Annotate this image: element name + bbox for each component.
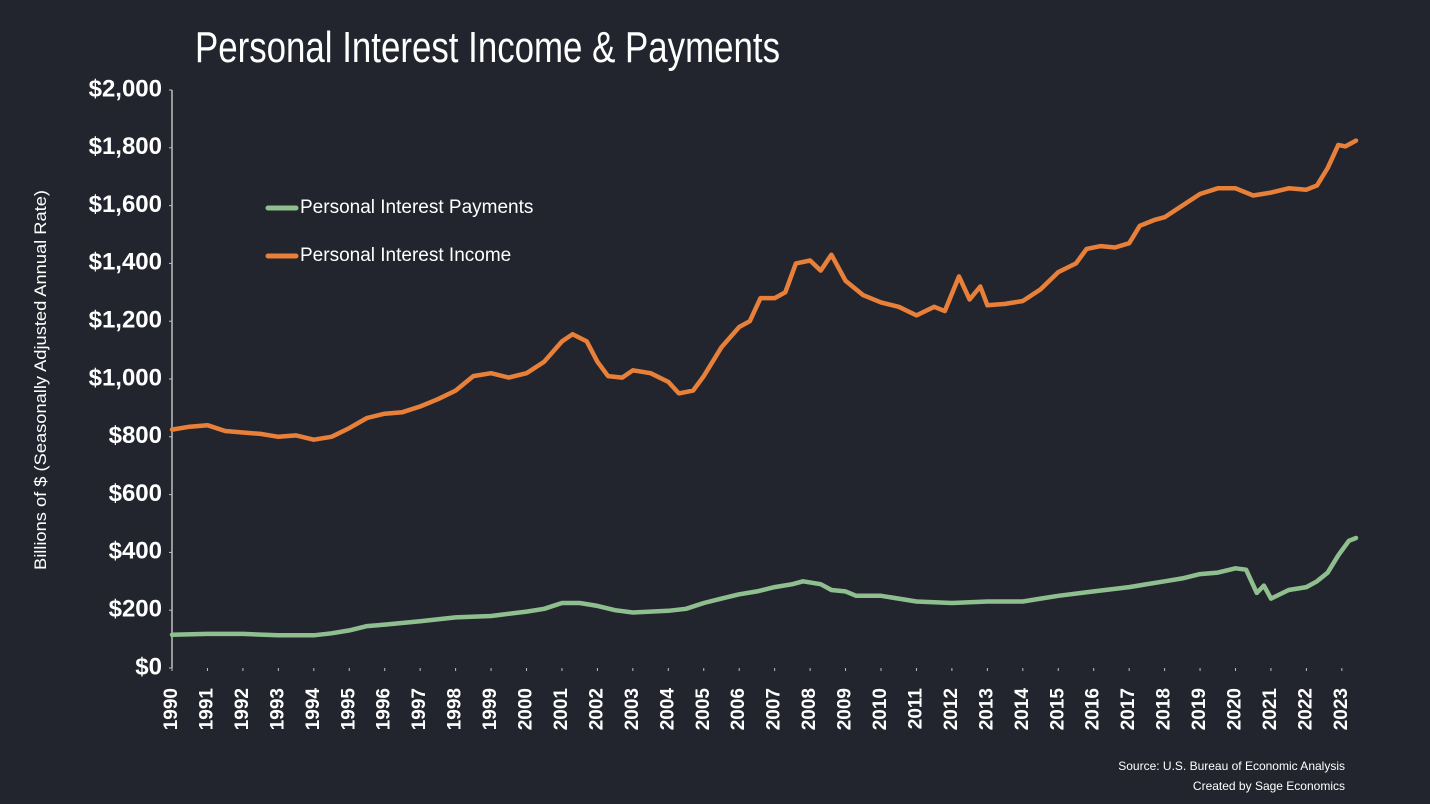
x-tick-label: 2014 <box>1012 688 1033 731</box>
series-line <box>169 138 1359 442</box>
x-tick-label: 2004 <box>657 688 678 731</box>
x-tick-label: 2015 <box>1047 688 1068 731</box>
x-tick-label: 2023 <box>1331 688 1352 730</box>
y-tick-label: $1,400 <box>89 249 162 276</box>
x-tick-label: 2003 <box>622 688 643 730</box>
y-axis-label: Billions of $ (Seasonally Adjusted Annua… <box>31 190 50 570</box>
x-tick-label: 1991 <box>196 688 217 731</box>
x-tick-label: 2006 <box>728 688 749 730</box>
y-tick-label: $2,000 <box>89 75 162 102</box>
y-tick-label: $800 <box>109 422 162 449</box>
x-tick-label: 1995 <box>338 688 359 731</box>
x-tick-label: 1994 <box>303 688 324 731</box>
x-tick-label: 2002 <box>586 688 607 730</box>
y-tick-label: $600 <box>109 480 162 507</box>
x-tick-label: 2009 <box>835 688 856 730</box>
chart-title: Personal Interest Income & Payments <box>195 23 780 72</box>
y-tick-label: $1,600 <box>89 191 162 218</box>
x-tick-label: 1998 <box>445 688 466 730</box>
x-tick-label: 2001 <box>551 688 572 731</box>
y-tick-label: $1,200 <box>89 307 162 334</box>
y-tick-label: $400 <box>109 538 162 565</box>
legend-label: Personal Interest Payments <box>300 197 533 218</box>
x-tick-label: 2011 <box>905 688 926 730</box>
x-tick-label: 2022 <box>1295 688 1316 730</box>
x-tick-label: 2020 <box>1225 688 1246 730</box>
x-tick-label: 2007 <box>764 688 785 730</box>
x-tick-label: 2010 <box>870 688 891 730</box>
x-tick-label: 2019 <box>1189 688 1210 730</box>
legend-label: Personal Interest Income <box>300 245 511 266</box>
x-tick-label: 2013 <box>976 688 997 730</box>
x-tick-label: 1999 <box>480 688 501 730</box>
x-tick-label: 2000 <box>516 688 537 730</box>
y-tick-label: $1,800 <box>89 133 162 160</box>
x-tick-label: 2016 <box>1083 688 1104 730</box>
series-line <box>169 535 1359 638</box>
x-tick-label: 2012 <box>941 688 962 730</box>
x-tick-label: 2021 <box>1260 688 1281 731</box>
x-tick-label: 2005 <box>693 688 714 731</box>
x-tick-label: 1992 <box>232 688 253 730</box>
y-tick-label: $200 <box>109 596 162 623</box>
y-tick-label: $0 <box>135 653 162 680</box>
x-tick-label: 1993 <box>267 688 288 730</box>
source-note: Source: U.S. Bureau of Economic Analysis <box>1118 759 1345 773</box>
x-tick-label: 1996 <box>374 688 395 730</box>
x-tick-label: 2018 <box>1154 688 1175 730</box>
credit-note: Created by Sage Economics <box>1193 779 1345 793</box>
x-tick-label: 2017 <box>1118 688 1139 730</box>
x-tick-label: 2008 <box>799 688 820 730</box>
x-tick-label: 1990 <box>161 688 182 730</box>
y-tick-label: $1,000 <box>89 364 162 391</box>
x-tick-label: 1997 <box>409 688 430 730</box>
